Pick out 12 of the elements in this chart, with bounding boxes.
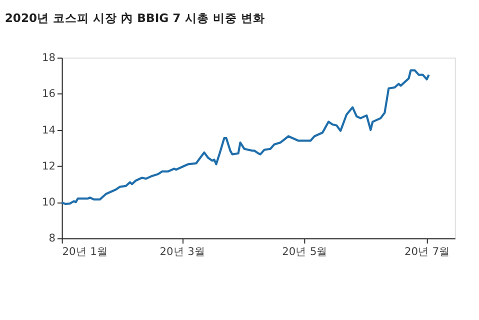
y-tick-label: 12: [42, 159, 56, 172]
y-tick-label: 10: [42, 196, 56, 209]
line-series: [60, 69, 430, 206]
y-tick-label: 14: [42, 123, 56, 136]
y-tick-label: 18: [42, 51, 56, 64]
chart-title: 2020년 코스피 시장 內 BBIG 7 시총 비중 변화: [4, 10, 265, 25]
x-tick-label: 20년 7월: [404, 245, 450, 258]
x-tick-label: 20년 5월: [282, 245, 328, 258]
x-tick-label: 20년 3월: [160, 245, 206, 258]
y-tick-label: 8: [48, 232, 56, 245]
y-tick-label: 16: [42, 87, 56, 100]
x-tick-label: 20년 1월: [62, 245, 108, 258]
